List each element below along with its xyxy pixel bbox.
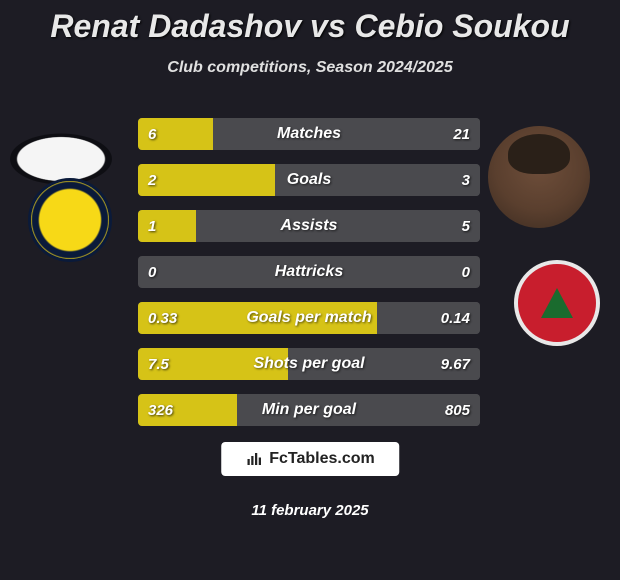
- stat-value-right: 3: [462, 172, 470, 189]
- stat-value-right: 0: [462, 264, 470, 281]
- stat-value-left: 1: [148, 218, 156, 235]
- brand-badge[interactable]: FcTables.com: [221, 442, 399, 476]
- club-right-badge: [514, 260, 600, 346]
- date-text: 11 february 2025: [0, 502, 620, 519]
- stat-row: 0 Hattricks 0: [138, 256, 480, 288]
- stat-label: Assists: [138, 217, 480, 235]
- stat-row: 2 Goals 3: [138, 164, 480, 196]
- stat-value-left: 7.5: [148, 356, 169, 373]
- stat-value-left: 0.33: [148, 310, 177, 327]
- stat-label: Min per goal: [138, 401, 480, 419]
- stat-value-left: 326: [148, 402, 173, 419]
- stat-label: Matches: [138, 125, 480, 143]
- stat-value-right: 0.14: [441, 310, 470, 327]
- stat-value-left: 0: [148, 264, 156, 281]
- stat-label: Shots per goal: [138, 355, 480, 373]
- comparison-title: Renat Dadashov vs Cebio Soukou: [0, 0, 620, 45]
- stat-value-right: 9.67: [441, 356, 470, 373]
- stat-label: Hattricks: [138, 263, 480, 281]
- stat-row: 0.33 Goals per match 0.14: [138, 302, 480, 334]
- stat-value-left: 2: [148, 172, 156, 189]
- stat-value-right: 805: [445, 402, 470, 419]
- stat-row: 326 Min per goal 805: [138, 394, 480, 426]
- player-right-avatar: [488, 126, 590, 228]
- stats-container: 6 Matches 21 2 Goals 3 1 Assists 5 0 Hat…: [138, 118, 480, 440]
- stat-value-right: 21: [453, 126, 470, 143]
- player-left-avatar: [10, 134, 112, 185]
- stat-value-right: 5: [462, 218, 470, 235]
- stat-value-left: 6: [148, 126, 156, 143]
- chart-icon: [245, 450, 263, 468]
- club-left-badge: [28, 178, 112, 262]
- stat-row: 7.5 Shots per goal 9.67: [138, 348, 480, 380]
- brand-text: FcTables.com: [269, 450, 375, 468]
- stat-label: Goals per match: [138, 309, 480, 327]
- comparison-subtitle: Club competitions, Season 2024/2025: [0, 59, 620, 77]
- stat-label: Goals: [138, 171, 480, 189]
- stat-row: 6 Matches 21: [138, 118, 480, 150]
- stat-row: 1 Assists 5: [138, 210, 480, 242]
